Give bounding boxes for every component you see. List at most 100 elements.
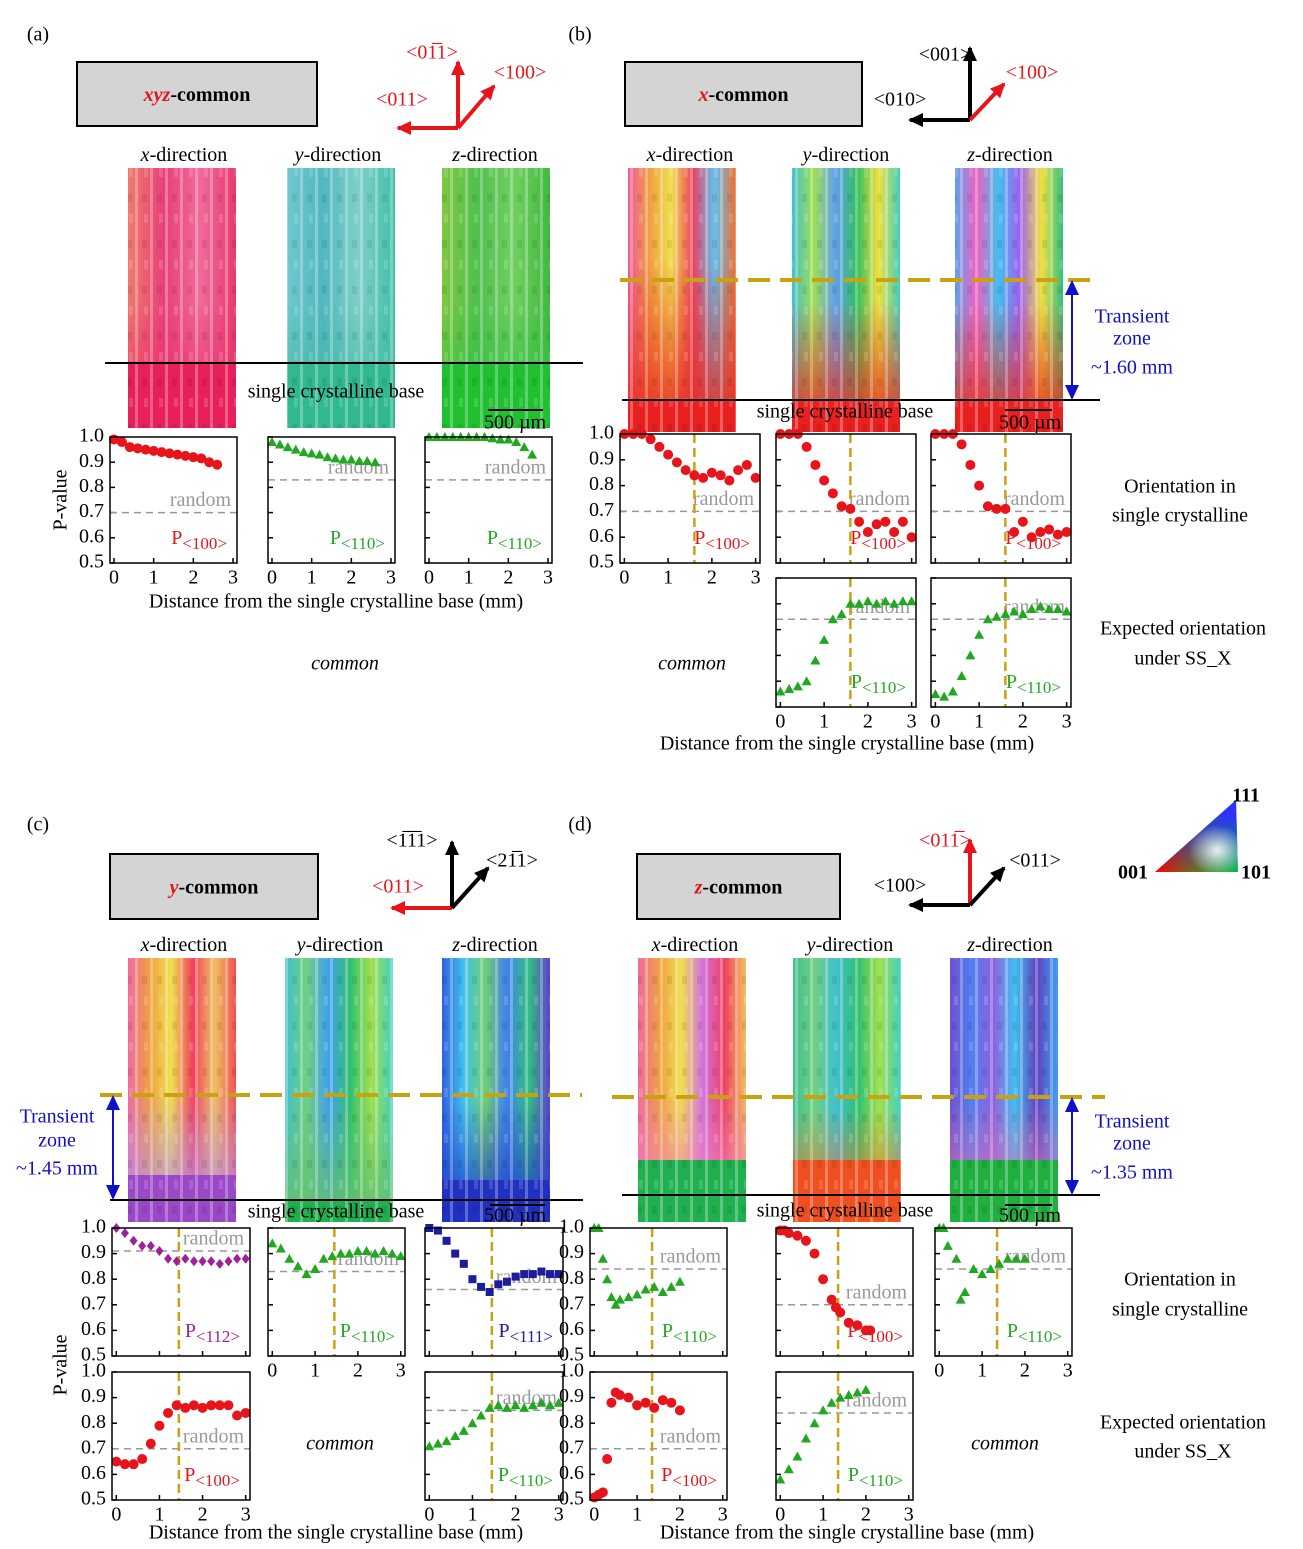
data-point [240,1407,251,1418]
data-point [362,455,373,465]
data-point [459,1259,468,1268]
transient-label: ~1.60 mm [1091,357,1173,379]
series-name: P [850,527,861,549]
data-point [810,655,821,665]
data-point [140,444,151,455]
data-point [188,1400,199,1411]
data-point [537,1267,546,1276]
random-label: random [849,488,911,510]
title-box [76,61,318,127]
base-label: single crystalline base [757,1200,934,1222]
data-point [458,1425,469,1435]
data-point [956,439,967,450]
data-point [164,1253,173,1264]
data-point [663,449,674,460]
panel-label: (c) [27,814,49,836]
y-tick-label: 0.7 [559,1292,584,1314]
data-point [124,442,135,453]
data-point [775,686,786,696]
data-point [292,1261,303,1271]
crystal-axis-label: <011> [1009,850,1061,872]
data-point [854,516,865,527]
y-tick-label: 0.8 [589,473,614,495]
y-tick-label: 0.8 [559,1267,584,1289]
x-tick-label: 2 [503,567,513,589]
data-point [1052,529,1063,540]
data-point [632,1289,643,1299]
x-tick-label: 2 [188,567,198,589]
x-tick-label: 3 [241,1504,251,1526]
data-point [212,459,223,470]
data-point [906,532,917,543]
crystal-axis-arrow-head [445,840,459,855]
data-point [442,1236,451,1245]
data-point [485,1288,494,1296]
data-point [1035,601,1046,611]
plot-frame [775,1227,914,1357]
data-point [810,459,821,470]
ipf-label: 001 [1118,862,1148,884]
data-point [1002,1253,1013,1263]
series-subscript: <100> [672,1471,717,1490]
y-tick-label: 0.5 [81,1344,106,1366]
data-point [1019,1253,1030,1263]
data-point [164,448,175,459]
x-tick-label: 0 [934,1360,944,1382]
data-point [623,1392,634,1403]
data-point [545,1400,556,1410]
x-tick-label: 1 [464,567,474,589]
direction-label: x-direction [140,144,228,166]
row-label: Expected orientation [1100,618,1266,640]
series-label: P<110> [1007,1320,1062,1346]
x-tick-label: 0 [930,711,940,733]
title-rest: -common [178,876,258,898]
series-label: P<100> [1005,527,1061,553]
direction-rest: -direction [661,934,739,956]
direction-rest: -direction [975,934,1053,956]
plot-frame [111,1371,251,1501]
data-point [792,1451,803,1461]
x-tick-label: 3 [751,567,761,589]
data-point [354,455,365,465]
ebsd-grains [285,958,393,1222]
data-point [750,472,761,483]
crystal-axis-label: <1̅1̅1> [386,830,437,852]
y-tick-label: 0.7 [81,1292,106,1314]
data-point [602,1274,613,1284]
data-point [204,457,215,468]
data-point [632,1400,643,1411]
data-point [897,516,908,527]
data-point [224,1256,233,1267]
series-label: P<110> [851,671,906,697]
data-point [424,1441,435,1451]
data-point [666,1397,677,1408]
x-tick-label: 3 [543,567,553,589]
data-point [733,465,744,476]
data-point [974,480,985,491]
series-subscript: <100> [858,1327,903,1346]
data-point [880,596,891,606]
data-point [322,452,333,462]
data-point [657,1395,668,1406]
data-point [282,442,293,452]
data-point [128,1459,139,1470]
base-label: single crystalline base [248,1201,425,1223]
random-label: random [485,456,547,478]
plot-frame [111,1227,251,1357]
data-point [132,443,143,454]
panel-title: x-common [698,84,789,106]
transient-label: ~1.35 mm [1091,1162,1173,1184]
direction-label: z-direction [451,144,538,166]
data-point [318,1253,329,1263]
data-point [148,445,159,456]
data-point [361,1246,372,1256]
data-point [223,1400,234,1411]
x-tick-label: 0 [267,567,277,589]
x-axis-label: Distance from the single crystalline bas… [660,733,1034,755]
crystal-axis-label: <21̅1> [486,850,538,872]
data-point [241,1253,250,1264]
series-name: P [184,1464,195,1486]
data-point [801,676,812,686]
data-point [965,650,976,660]
